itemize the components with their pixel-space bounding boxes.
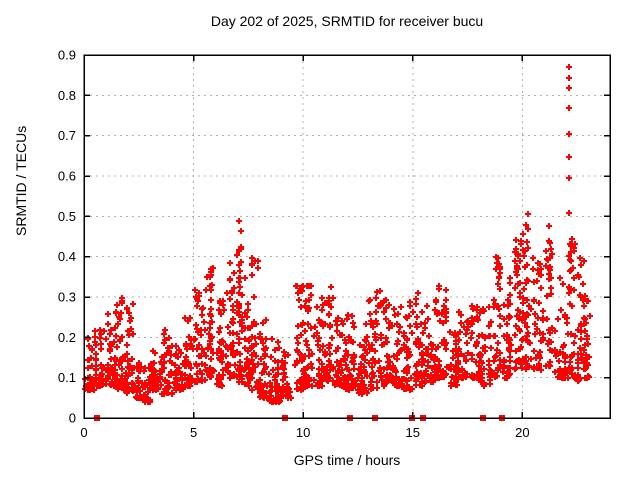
data-points-plus-markers [82, 64, 593, 405]
y-tick-label: 0.8 [58, 88, 76, 103]
y-tick-label: 0.5 [58, 209, 76, 224]
chart-title: Day 202 of 2025, SRMTID for receiver buc… [210, 13, 484, 29]
y-tick-label: 0.6 [58, 169, 76, 184]
x-tick-label: 15 [406, 425, 420, 440]
y-tick-label: 0.2 [58, 330, 76, 345]
x-tick-label: 0 [80, 425, 87, 440]
y-tick-label: 0 [69, 411, 76, 426]
y-tick-label: 0.7 [58, 128, 76, 143]
y-tick-label: 0.9 [58, 48, 76, 63]
x-axis-label: GPS time / hours [293, 452, 401, 468]
y-tick-label: 0.4 [58, 249, 76, 264]
x-tick-label: 10 [296, 425, 310, 440]
y-tick-label: 0.3 [58, 290, 76, 305]
y-tick-label: 0.1 [58, 370, 76, 385]
x-tick-label: 5 [190, 425, 197, 440]
plot-frame [83, 54, 611, 419]
x-tick-label: 20 [515, 425, 529, 440]
